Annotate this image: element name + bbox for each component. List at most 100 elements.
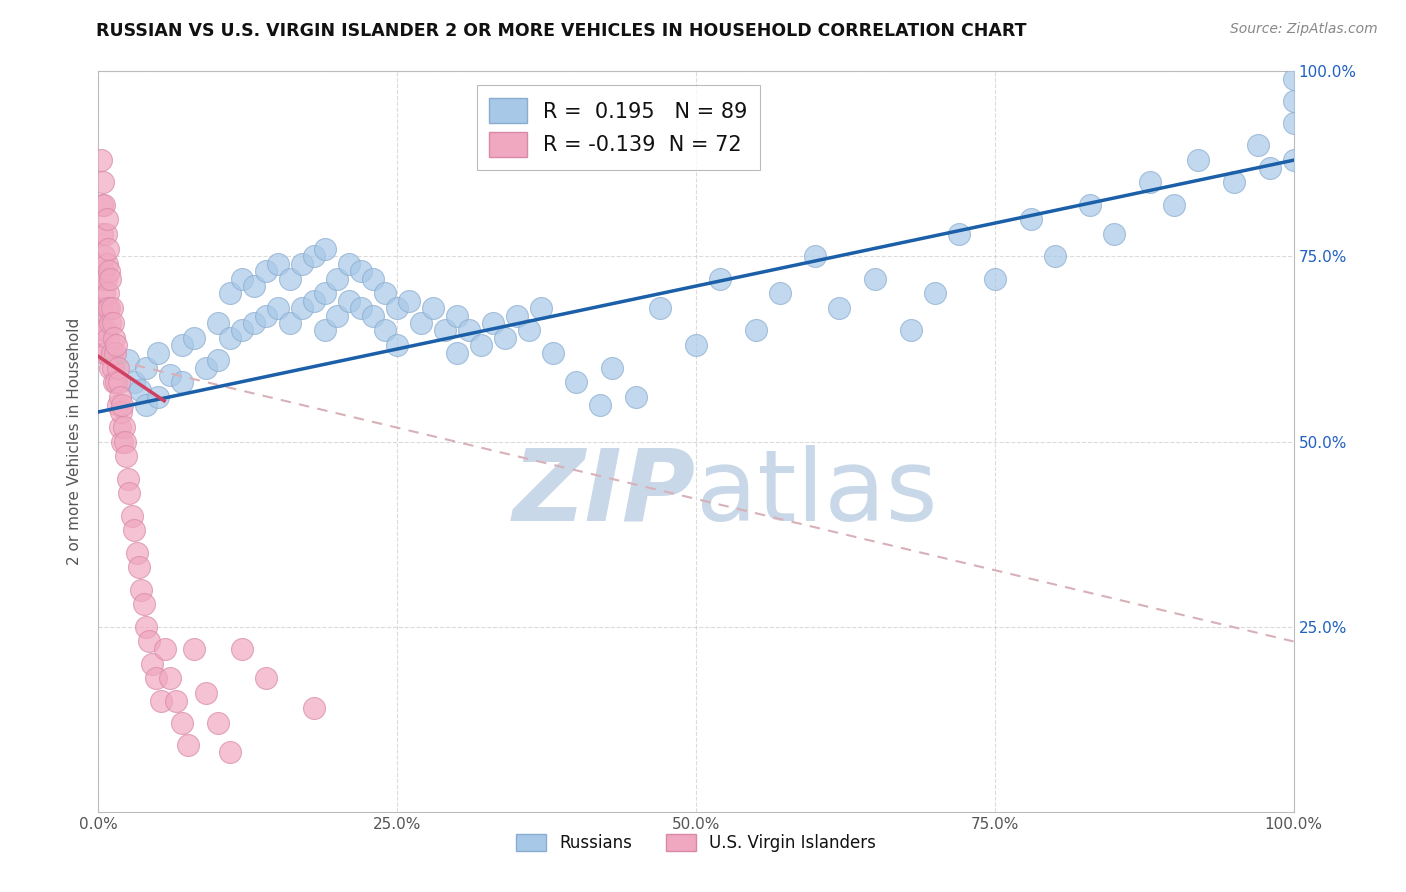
Point xyxy=(291,257,314,271)
Point xyxy=(326,271,349,285)
Point xyxy=(107,360,129,375)
Point xyxy=(172,376,194,390)
Point xyxy=(1139,175,1161,190)
Point xyxy=(207,353,229,368)
Point xyxy=(117,471,139,485)
Point xyxy=(589,398,612,412)
Point xyxy=(195,686,218,700)
Point xyxy=(97,331,120,345)
Point xyxy=(745,324,768,338)
Point xyxy=(267,257,290,271)
Point xyxy=(1104,227,1126,242)
Point xyxy=(315,286,337,301)
Point xyxy=(96,301,118,316)
Point xyxy=(984,271,1007,285)
Point xyxy=(219,331,242,345)
Point xyxy=(302,250,325,264)
Point xyxy=(1043,250,1066,264)
Point xyxy=(117,353,139,368)
Point xyxy=(254,309,277,323)
Point xyxy=(159,368,181,382)
Point xyxy=(107,398,129,412)
Point xyxy=(98,360,122,375)
Point xyxy=(530,301,553,316)
Point xyxy=(107,376,129,390)
Point xyxy=(207,715,229,730)
Point xyxy=(105,338,128,352)
Point xyxy=(363,271,385,285)
Point xyxy=(494,331,516,345)
Point xyxy=(350,301,373,316)
Point xyxy=(94,324,117,338)
Point xyxy=(148,390,170,404)
Point xyxy=(506,309,529,323)
Point xyxy=(96,345,118,359)
Point xyxy=(768,286,790,301)
Point xyxy=(91,324,114,338)
Point xyxy=(98,301,121,316)
Point xyxy=(93,250,115,264)
Point xyxy=(948,227,970,242)
Point xyxy=(1187,153,1209,168)
Point xyxy=(278,271,301,285)
Point xyxy=(141,657,163,671)
Point xyxy=(267,301,290,316)
Point xyxy=(112,419,135,434)
Text: Source: ZipAtlas.com: Source: ZipAtlas.com xyxy=(1230,22,1378,37)
Point xyxy=(291,301,314,316)
Point xyxy=(100,345,122,359)
Text: atlas: atlas xyxy=(696,445,938,541)
Point xyxy=(602,360,624,375)
Point xyxy=(626,390,648,404)
Point xyxy=(124,376,146,390)
Point xyxy=(254,672,277,686)
Point xyxy=(118,486,141,500)
Point xyxy=(183,641,205,656)
Point xyxy=(100,301,122,316)
Point xyxy=(93,286,115,301)
Point xyxy=(96,257,118,271)
Point xyxy=(231,641,253,656)
Point xyxy=(172,338,194,352)
Point xyxy=(350,264,373,278)
Point xyxy=(105,376,128,390)
Point xyxy=(1282,116,1305,130)
Point xyxy=(94,271,117,285)
Point xyxy=(111,398,134,412)
Point xyxy=(1223,175,1246,190)
Point xyxy=(481,316,505,330)
Point xyxy=(1247,138,1270,153)
Point xyxy=(385,338,409,352)
Point xyxy=(121,508,143,523)
Point xyxy=(114,434,136,449)
Point xyxy=(398,293,420,308)
Point xyxy=(125,546,148,560)
Point xyxy=(385,301,409,316)
Point xyxy=(243,316,266,330)
Point xyxy=(315,242,337,256)
Point xyxy=(155,641,177,656)
Point xyxy=(101,360,124,375)
Point xyxy=(243,279,266,293)
Text: RUSSIAN VS U.S. VIRGIN ISLANDER 2 OR MORE VEHICLES IN HOUSEHOLD CORRELATION CHAR: RUSSIAN VS U.S. VIRGIN ISLANDER 2 OR MOR… xyxy=(96,22,1026,40)
Point xyxy=(278,316,301,330)
Point xyxy=(149,694,172,708)
Point xyxy=(326,309,349,323)
Point xyxy=(108,419,131,434)
Point xyxy=(458,324,481,338)
Point xyxy=(1258,161,1281,175)
Point xyxy=(93,345,115,359)
Point xyxy=(363,309,385,323)
Point xyxy=(97,242,120,256)
Point xyxy=(138,634,160,648)
Point xyxy=(1282,153,1305,168)
Point xyxy=(111,434,134,449)
Point xyxy=(90,153,112,168)
Point xyxy=(231,271,253,285)
Point xyxy=(254,264,277,278)
Point xyxy=(302,293,325,308)
Point xyxy=(110,405,132,419)
Point xyxy=(339,257,361,271)
Point xyxy=(1080,197,1102,211)
Point xyxy=(135,360,157,375)
